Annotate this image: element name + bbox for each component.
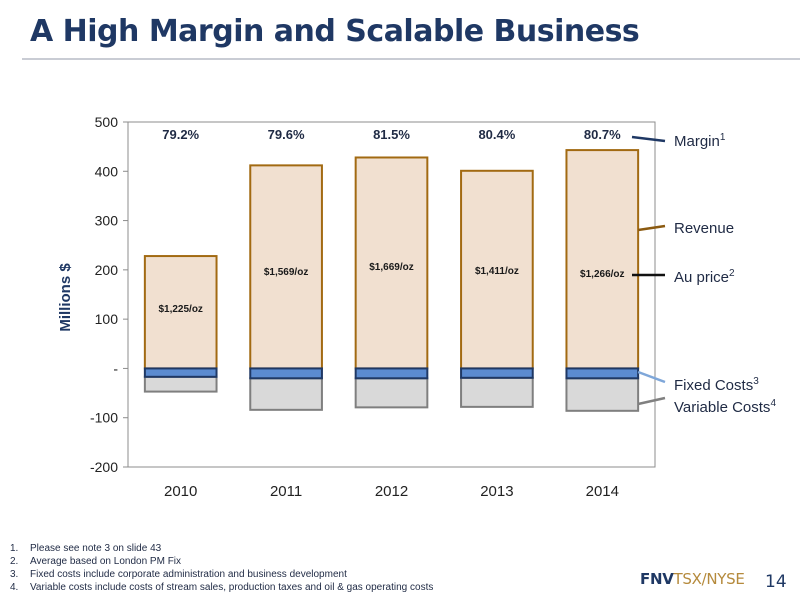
- y-tick-label: 500: [95, 114, 119, 130]
- legend-revenue: Revenue: [674, 220, 734, 237]
- variable-costs-bar: [460, 376, 534, 408]
- fixed-costs-callout-line: [637, 370, 666, 384]
- margin-label: 80.4%: [478, 127, 515, 142]
- variable-costs-bar: [249, 377, 323, 411]
- title-divider: [22, 58, 800, 60]
- footnote: 2. Average based on London PM Fix: [10, 556, 182, 567]
- y-axis-title: Millions $: [57, 263, 74, 332]
- legend-margin: Margin1: [674, 132, 726, 150]
- margin-label: 80.7%: [584, 127, 621, 142]
- revenue-bar: [249, 164, 323, 370]
- y-tick-label: 200: [95, 262, 119, 278]
- y-tick-label: -: [113, 360, 118, 376]
- x-tick-label: 2014: [586, 483, 619, 500]
- footnote: 1. Please see note 3 on slide 43: [10, 543, 162, 554]
- revenue-bar: [143, 255, 218, 370]
- margin-label: 79.6%: [268, 127, 305, 142]
- revenue-bar: [354, 156, 429, 370]
- fixed-costs-bar: [354, 367, 429, 380]
- brand-logo: FNVTSX/NYSE: [640, 570, 745, 588]
- variable-costs-bar: [143, 375, 218, 393]
- y-tick-label: -100: [90, 410, 118, 426]
- margin-callout-line: [631, 135, 666, 143]
- fixed-costs-bar: [143, 367, 218, 378]
- au-price-label: $1,669/oz: [369, 262, 413, 273]
- legend-variable-costs: Variable Costs4: [674, 398, 776, 416]
- margin-label: 79.2%: [162, 127, 199, 142]
- variable-costs-bar: [354, 377, 429, 409]
- fixed-costs-bar: [565, 367, 640, 380]
- x-tick-label: 2010: [164, 483, 197, 500]
- x-tick-label: 2011: [270, 483, 302, 500]
- revenue-callout-line: [637, 224, 666, 232]
- revenue-bar: [460, 169, 534, 370]
- y-tick-label: 100: [95, 311, 119, 327]
- x-tick-label: 2012: [375, 483, 408, 500]
- revenue-bar: [565, 149, 640, 370]
- margin-label: 81.5%: [373, 127, 410, 142]
- legend-fixed-costs: Fixed Costs3: [674, 376, 759, 394]
- au-price-label: $1,569/oz: [264, 267, 308, 278]
- x-tick-label: 2013: [480, 483, 513, 500]
- plot-area: [127, 121, 656, 468]
- variable-costs-callout-line: [637, 396, 666, 406]
- fixed-costs-bar: [249, 367, 323, 380]
- au-price-label: $1,266/oz: [580, 269, 624, 280]
- fixed-costs-bar: [460, 367, 534, 379]
- footnote: 4. Variable costs include costs of stream…: [10, 582, 434, 593]
- footnote: 3. Fixed costs include corporate administ…: [10, 569, 347, 580]
- au-price-label: $1,225/oz: [158, 304, 202, 315]
- slide-title: A High Margin and Scalable Business: [30, 14, 640, 49]
- y-tick-label: 400: [95, 163, 119, 179]
- au-price-label: $1,411/oz: [475, 266, 519, 277]
- y-tick-label: -200: [90, 459, 118, 475]
- legend-au-price: Au price2: [674, 268, 735, 286]
- footnotes: 1. Please see note 3 on slide 43 2. Averag…: [10, 542, 433, 594]
- variable-costs-bar: [565, 377, 640, 412]
- revenue-chart: 500 400 300 200 100 - -100 -200 Millions $ 2010 79…: [57, 114, 776, 500]
- page-number: 14: [765, 572, 787, 592]
- y-tick-label: 300: [95, 213, 119, 229]
